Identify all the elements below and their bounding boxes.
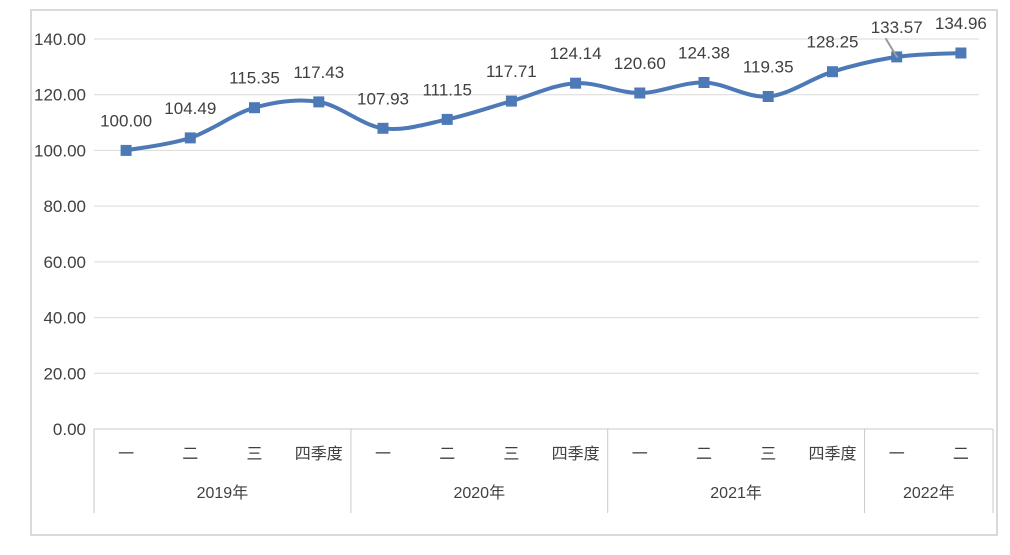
y-axis-tick-label: 0.00 <box>53 420 86 439</box>
data-point-label: 119.35 <box>743 58 794 77</box>
data-point-marker <box>634 87 646 99</box>
mouse-cursor-artifact <box>885 38 898 58</box>
data-point-label: 104.49 <box>164 99 216 118</box>
quarter-label: 四季度 <box>295 445 343 463</box>
year-label: 2019年 <box>197 484 249 502</box>
data-point-label: 117.71 <box>486 62 537 81</box>
data-point-label: 120.60 <box>614 54 666 73</box>
data-point-label: 124.14 <box>550 44 602 63</box>
data-point-marker <box>313 96 325 108</box>
quarter-label: 一 <box>889 446 905 463</box>
quarter-label: 三 <box>760 446 776 463</box>
quarter-label: 四季度 <box>808 445 856 463</box>
data-point-marker <box>120 144 132 156</box>
data-point-marker <box>762 91 774 102</box>
quarter-label: 三 <box>246 446 262 463</box>
data-point-label: 107.93 <box>357 89 409 108</box>
quarter-label: 一 <box>632 446 648 463</box>
data-point-label: 100.00 <box>100 111 152 130</box>
data-point-marker <box>441 113 453 125</box>
data-point-label: 124.38 <box>678 44 730 63</box>
data-point-label: 115.35 <box>229 69 280 88</box>
y-axis-tick-label: 60.00 <box>43 253 86 272</box>
data-point-marker <box>570 77 582 89</box>
y-axis-tick-label: 20.00 <box>43 364 86 383</box>
data-point-marker <box>184 132 196 144</box>
data-point-marker <box>827 66 838 78</box>
data-point-marker <box>698 77 710 88</box>
data-point-label: 134.96 <box>935 14 987 33</box>
quarter-label: 二 <box>696 446 712 463</box>
data-point-marker <box>955 47 967 59</box>
year-label: 2020年 <box>453 484 505 502</box>
y-axis-tick-label: 140.00 <box>34 30 86 49</box>
year-label: 2022年 <box>903 484 955 502</box>
quarter-label: 四季度 <box>552 445 600 463</box>
data-point-label: 117.43 <box>293 63 344 82</box>
y-axis-tick-label: 120.00 <box>34 86 86 105</box>
data-point-label: 133.57 <box>871 18 923 37</box>
quarter-label: 二 <box>953 446 969 463</box>
y-axis-tick-label: 100.00 <box>34 141 86 160</box>
quarter-label: 二 <box>439 446 455 463</box>
y-axis-tick-label: 80.00 <box>43 197 86 216</box>
quarter-label: 一 <box>118 446 134 463</box>
data-point-label: 111.15 <box>422 80 471 99</box>
quarter-label: 二 <box>182 446 198 463</box>
data-point-marker <box>505 95 517 107</box>
series-line <box>124 51 963 153</box>
quarter-label: 三 <box>503 446 519 463</box>
data-point-marker <box>249 102 260 114</box>
quarter-label: 一 <box>375 446 391 463</box>
y-axis-tick-label: 40.00 <box>43 309 86 328</box>
data-point-label: 128.25 <box>807 33 859 52</box>
year-label: 2021年 <box>710 484 762 502</box>
data-point-marker <box>377 122 389 134</box>
